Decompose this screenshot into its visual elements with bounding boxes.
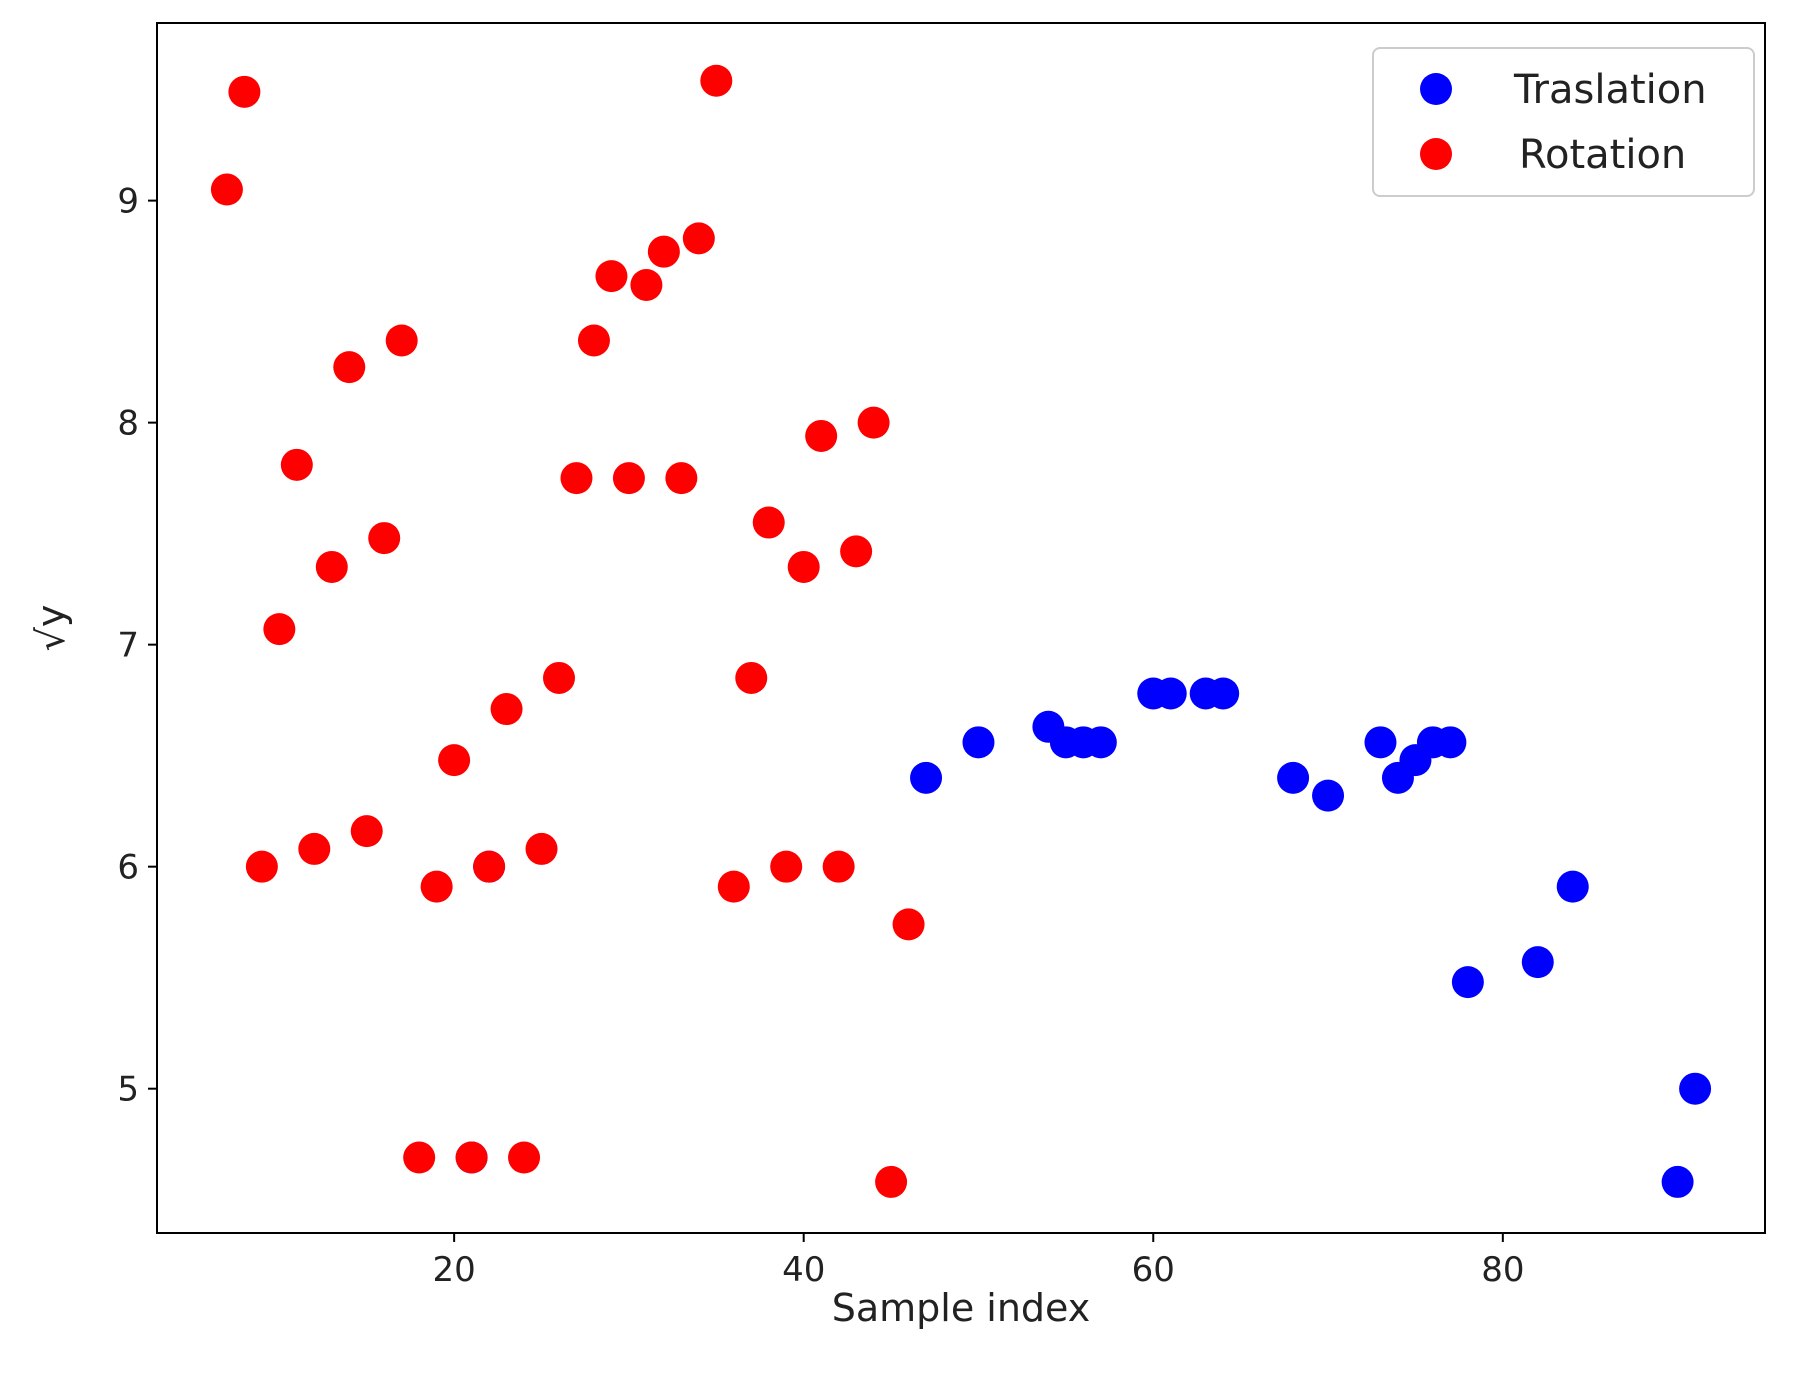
data-point-traslation: [1521, 946, 1554, 979]
legend-box: [1372, 47, 1755, 197]
data-point-rotation: [857, 406, 890, 439]
data-point-rotation: [770, 850, 803, 883]
data-point-rotation: [560, 462, 593, 495]
data-point-traslation: [1154, 677, 1187, 710]
legend: Traslation Rotation: [1372, 47, 1755, 197]
data-point-traslation: [1679, 1072, 1712, 1105]
data-point-traslation: [1277, 761, 1310, 794]
data-point-traslation: [1207, 677, 1240, 710]
data-point-rotation: [455, 1141, 488, 1174]
data-point-traslation: [1434, 726, 1467, 759]
legend-label-rotation: Rotation: [1519, 132, 1686, 178]
data-point-rotation: [473, 850, 506, 883]
plot-frame: [156, 22, 1766, 1234]
x-tick-label: 20: [432, 1250, 475, 1290]
legend-marker-rotation: [1420, 138, 1452, 170]
data-point-rotation: [875, 1165, 908, 1198]
data-point-rotation: [682, 222, 715, 255]
data-point-traslation: [1364, 726, 1397, 759]
data-point-rotation: [735, 661, 768, 694]
data-point-rotation: [822, 850, 855, 883]
data-point-traslation: [1451, 966, 1484, 999]
data-point-rotation: [210, 173, 243, 206]
data-point-traslation: [1084, 726, 1117, 759]
data-point-traslation: [1661, 1165, 1694, 1198]
x-tick-label: 60: [1132, 1250, 1175, 1290]
data-point-rotation: [577, 324, 610, 357]
data-point-rotation: [700, 64, 733, 97]
data-point-rotation: [263, 613, 296, 646]
data-point-rotation: [508, 1141, 541, 1174]
data-point-rotation: [315, 550, 348, 583]
legend-marker-traslation: [1420, 73, 1452, 105]
y-tick-label: 8: [117, 404, 139, 444]
data-point-rotation: [665, 462, 698, 495]
data-point-rotation: [630, 268, 663, 301]
y-tick-label: 7: [117, 626, 139, 666]
data-point-rotation: [368, 522, 401, 555]
data-point-rotation: [787, 550, 820, 583]
x-axis-ticks: 20 40 60 80: [432, 1233, 1524, 1290]
data-point-traslation: [910, 761, 943, 794]
data-point-rotation: [717, 870, 750, 903]
x-axis-label: Sample index: [832, 1286, 1091, 1330]
y-tick-label: 9: [117, 182, 139, 222]
data-point-rotation: [298, 832, 331, 865]
data-point-rotation: [595, 260, 628, 293]
data-point-traslation: [1556, 870, 1589, 903]
x-tick-label: 80: [1481, 1250, 1524, 1290]
data-point-rotation: [647, 235, 680, 268]
y-axis-ticks: 5 6 7 8 9: [117, 182, 157, 1110]
y-tick-label: 6: [117, 848, 139, 888]
data-point-rotation: [840, 535, 873, 568]
data-point-rotation: [228, 75, 261, 108]
data-point-rotation: [490, 693, 523, 726]
data-point-traslation: [1312, 779, 1345, 812]
legend-label-traslation: Traslation: [1513, 67, 1707, 113]
data-point-rotation: [612, 462, 645, 495]
data-point-rotation: [752, 506, 785, 539]
y-tick-label: 5: [117, 1070, 139, 1110]
y-axis-label: √y: [29, 605, 73, 652]
data-point-rotation: [892, 908, 925, 941]
data-point-rotation: [525, 832, 558, 865]
data-point-rotation: [385, 324, 418, 357]
data-point-rotation: [333, 351, 366, 384]
data-point-rotation: [805, 419, 838, 452]
data-point-rotation: [420, 870, 453, 903]
data-point-traslation: [962, 726, 995, 759]
data-point-rotation: [245, 850, 278, 883]
data-point-rotation: [438, 744, 471, 777]
x-tick-label: 40: [782, 1250, 825, 1290]
data-point-rotation: [280, 448, 313, 481]
data-points: [210, 64, 1712, 1198]
data-point-rotation: [350, 815, 383, 848]
plot-area: [156, 22, 1766, 1234]
data-point-rotation: [543, 661, 575, 694]
data-point-rotation: [403, 1141, 436, 1174]
